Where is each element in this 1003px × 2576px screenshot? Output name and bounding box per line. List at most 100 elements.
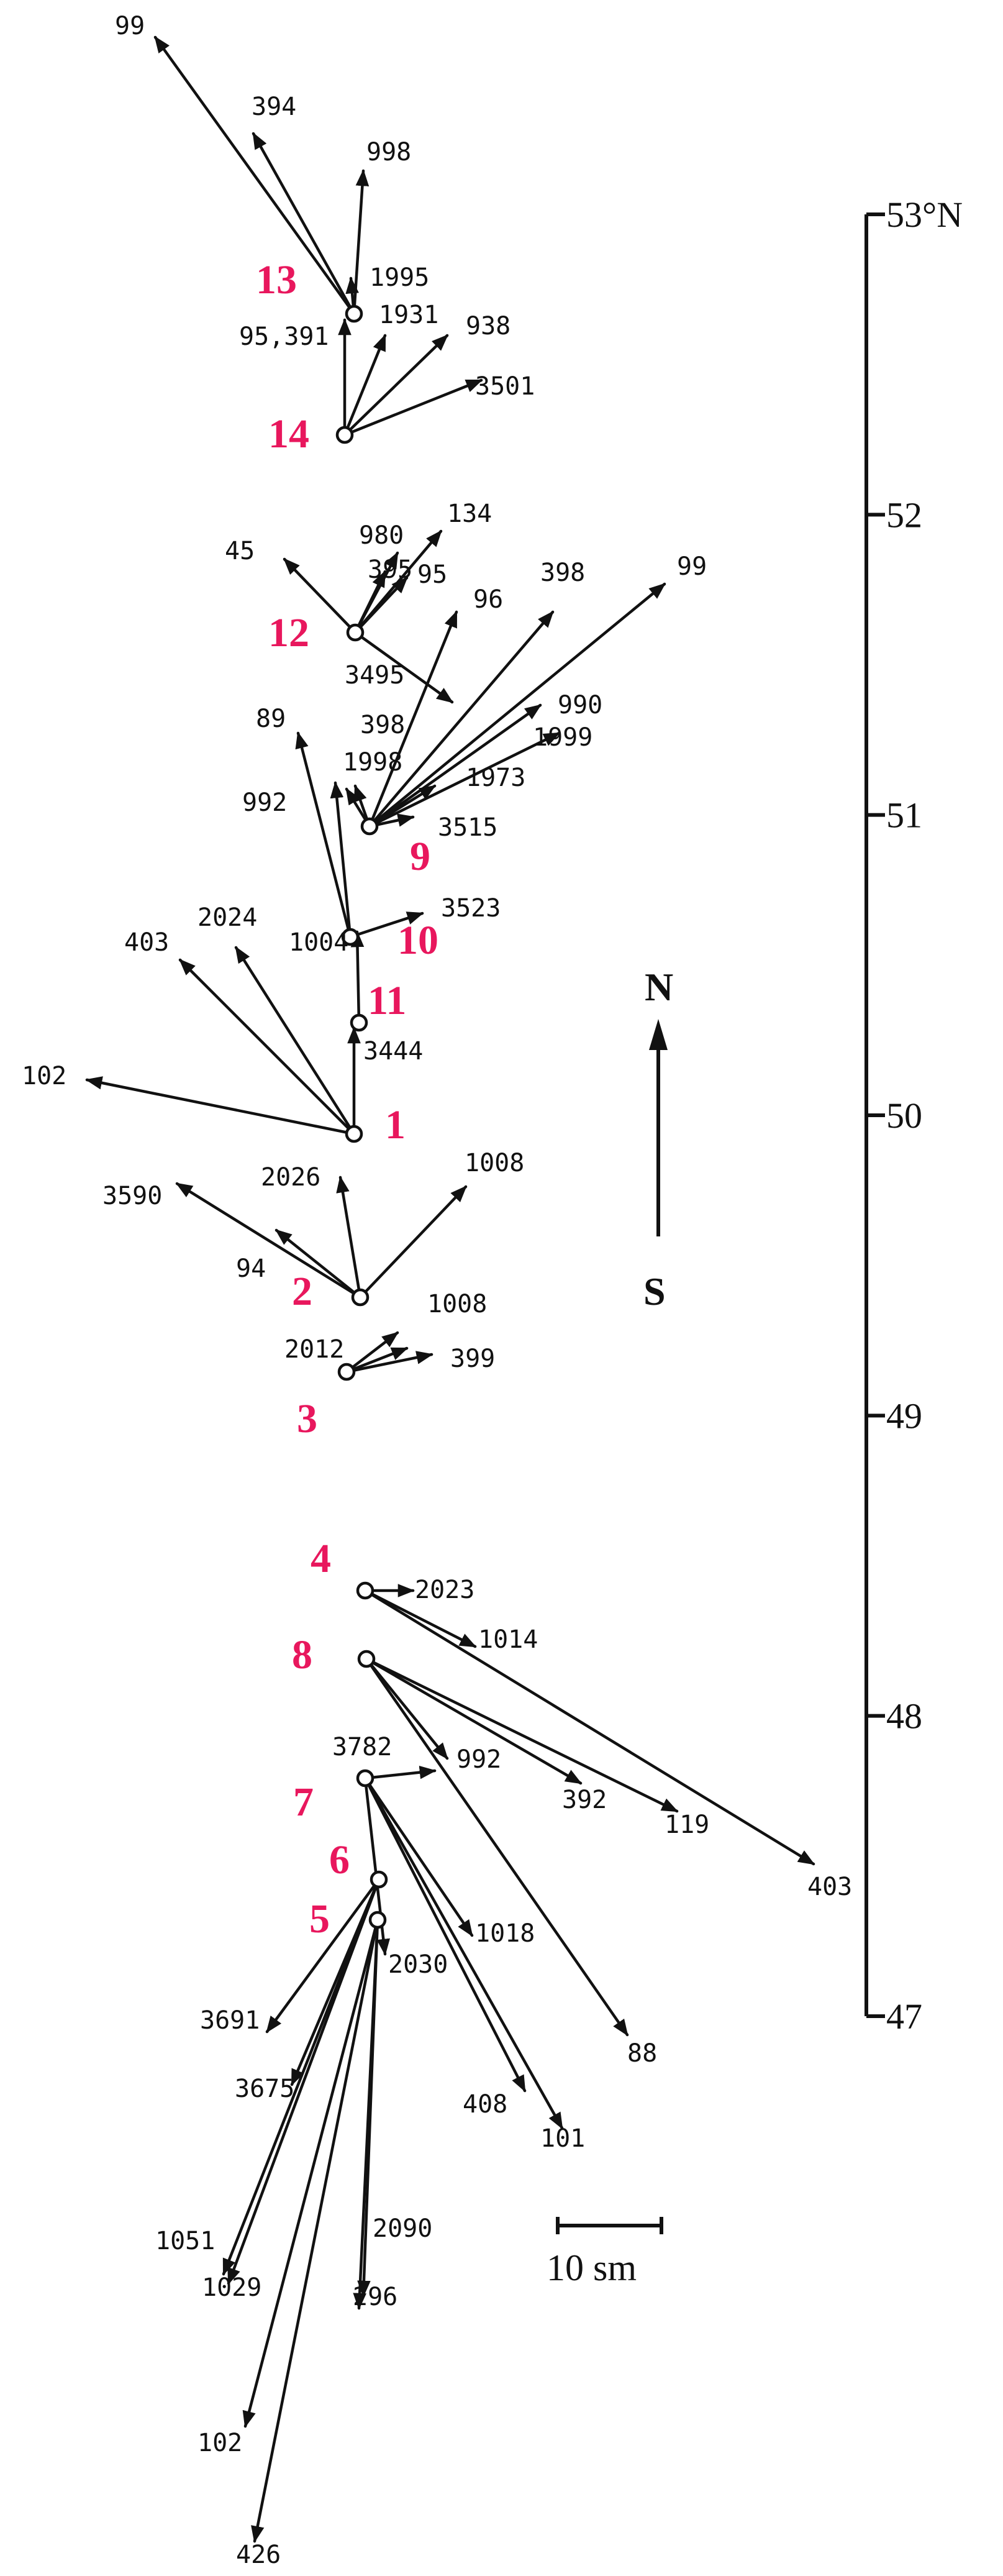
- vector-arrow-site-3-1008: [345, 1346, 409, 1374]
- scale-bar-label: 10 sm: [547, 2247, 637, 2288]
- vector-arrow-site-6-1029: [227, 1878, 381, 2285]
- vector-arrow-site-12-3495: [353, 631, 454, 704]
- vector-arrow-site-10-89: [295, 731, 352, 939]
- vector-arrow-site-14-1931: [343, 334, 387, 437]
- vector-arrow-site-8-392: [365, 1657, 583, 1785]
- site-marker-10: [341, 928, 360, 946]
- site-marker-8: [357, 1650, 376, 1668]
- vector-arrow-site-9-96: [368, 610, 458, 828]
- vector-arrow-site-14-3501: [343, 378, 483, 437]
- vector-label-992: 992: [242, 788, 287, 817]
- vector-label-1014: 1014: [478, 1625, 538, 1654]
- vector-label-2023: 2023: [415, 1576, 474, 1604]
- site-marker-12: [346, 623, 365, 642]
- site-label-4: 4: [311, 1536, 331, 1581]
- vector-arrow-site-9-990: [368, 703, 542, 828]
- vector-arrow-site-13-99: [153, 35, 356, 316]
- vector-label-2024: 2024: [197, 903, 257, 932]
- vector-label-45: 45: [225, 537, 255, 565]
- site-label-12: 12: [268, 610, 309, 655]
- site-marker-9: [360, 817, 379, 836]
- vector-label-102: 102: [197, 2429, 242, 2457]
- vector-label-95: 95: [417, 560, 447, 589]
- compass-south-label: S: [643, 1269, 666, 1313]
- vector-label-1931: 1931: [379, 301, 438, 329]
- site-label-9: 9: [410, 834, 430, 879]
- vector-arrow-site-11-1004: [350, 930, 365, 1025]
- site-label-5: 5: [309, 1896, 330, 1942]
- vector-label-3675: 3675: [235, 2075, 294, 2103]
- compass: N S: [643, 965, 673, 1313]
- latitude-axis: 53°N 52 51 50 49 48 47: [865, 194, 963, 2037]
- vector-label-3590: 3590: [102, 1182, 162, 1210]
- vector-arrow-site-13-394: [252, 132, 356, 316]
- site-label-13: 13: [256, 257, 297, 303]
- vector-label-392: 392: [562, 1786, 607, 1814]
- vector-arrow-site-1-403: [178, 958, 356, 1136]
- site-label-1: 1: [385, 1102, 406, 1148]
- vector-label-119: 119: [665, 1811, 709, 1839]
- vector-label-1008: 1008: [427, 1290, 487, 1318]
- site-marker-7: [356, 1769, 374, 1788]
- vector-label-89: 89: [256, 705, 286, 733]
- vector-arrow-site-12-45: [283, 557, 357, 634]
- vector-label-96: 96: [473, 585, 503, 614]
- vector-label-1973: 1973: [466, 764, 525, 792]
- vector-label-1998: 1998: [343, 748, 402, 777]
- site-marker-11: [350, 1013, 368, 1032]
- vector-label-1999: 1999: [533, 723, 592, 752]
- vector-label-3782: 3782: [332, 1733, 392, 1761]
- vector-label-1008: 1008: [465, 1149, 524, 1177]
- latitude-tick-label-51: 51: [886, 795, 922, 836]
- compass-north-label: N: [645, 965, 673, 1009]
- vector-arrow-site-14-938: [343, 334, 449, 437]
- vector-arrow-site-10-992: [330, 781, 352, 939]
- vector-arrow-site-5-102: [242, 1918, 379, 2428]
- vector-label-408: 408: [463, 2090, 507, 2119]
- vector-arrow-site-1-102: [85, 1076, 356, 1136]
- vector-arrow-site-4-1014: [363, 1589, 477, 1648]
- vector-label-1004: 1004: [289, 928, 348, 957]
- vector-label-399: 399: [450, 1345, 495, 1373]
- vector-arrow-site-1-2024: [234, 946, 356, 1136]
- vector-label-95391: 95,391: [239, 322, 329, 351]
- site-label-11: 11: [368, 978, 406, 1023]
- vector-arrow-site-8-992: [365, 1657, 449, 1760]
- vector-arrows: [85, 35, 815, 2543]
- vector-label-1018: 1018: [475, 1919, 535, 1948]
- vector-arrow-site-7-1018: [363, 1776, 474, 1937]
- latitude-tick-label-53: 53°N: [886, 194, 963, 235]
- site-marker-14: [335, 426, 354, 444]
- site-label-6: 6: [329, 1837, 350, 1883]
- vector-arrow-site-8-119: [365, 1657, 679, 1813]
- site-label-2: 2: [292, 1269, 312, 1314]
- vector-arrow-site-2-2026: [336, 1176, 362, 1299]
- vector-arrow-site-2-94: [275, 1228, 362, 1299]
- vector-arrow-site-3-399: [345, 1351, 433, 1374]
- scale-bar: 10 sm: [547, 2217, 663, 2288]
- vector-arrow-site-7-101: [363, 1776, 564, 2130]
- vector-label-101: 101: [540, 2124, 585, 2153]
- vector-arrow-site-6-3691: [265, 1878, 381, 2034]
- vector-label-398: 398: [540, 559, 585, 587]
- vector-arrow-site-5-296: [353, 1918, 379, 2310]
- vector-label-992: 992: [456, 1745, 501, 1774]
- vector-label-403: 403: [807, 1873, 852, 1901]
- site-marker-5: [368, 1911, 387, 1929]
- vector-arrow-site-12-980: [353, 551, 399, 634]
- vector-label-394: 394: [252, 93, 296, 121]
- site-marker-6: [370, 1870, 388, 1889]
- vector-label-3523: 3523: [441, 894, 501, 923]
- site-label-7: 7: [293, 1779, 314, 1825]
- latitude-tick-label-47: 47: [886, 1996, 922, 2037]
- vector-arrow-site-13-998: [352, 169, 370, 316]
- vector-label-980: 980: [359, 521, 404, 550]
- north-arrow-head: [649, 1019, 668, 1050]
- vector-label-403: 403: [124, 928, 169, 957]
- vector-label-1051: 1051: [155, 2227, 215, 2255]
- vector-label-998: 998: [366, 138, 411, 167]
- vector-arrow-site-5-426: [251, 1918, 379, 2543]
- vector-arrow-site-9-1999: [368, 731, 561, 828]
